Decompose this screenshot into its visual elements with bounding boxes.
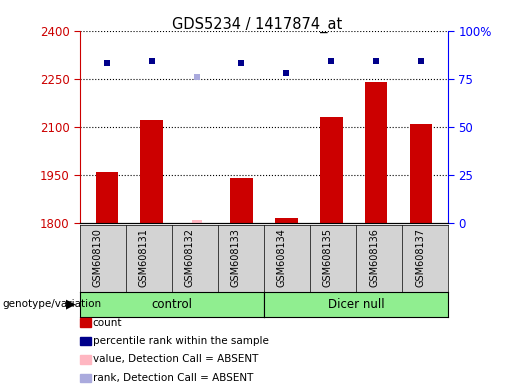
Text: GSM608131: GSM608131 <box>139 228 149 287</box>
Text: count: count <box>93 318 122 328</box>
Text: GSM608132: GSM608132 <box>185 228 195 287</box>
Bar <box>230 178 253 223</box>
Text: GSM608134: GSM608134 <box>277 228 287 287</box>
Bar <box>96 172 118 223</box>
Bar <box>320 117 342 223</box>
Text: genotype/variation: genotype/variation <box>3 299 101 310</box>
Bar <box>141 120 163 223</box>
Bar <box>410 124 432 223</box>
Text: GSM608135: GSM608135 <box>323 228 333 287</box>
Text: GSM608137: GSM608137 <box>415 228 425 287</box>
Text: ▶: ▶ <box>66 298 76 311</box>
Text: rank, Detection Call = ABSENT: rank, Detection Call = ABSENT <box>93 373 253 383</box>
Bar <box>365 82 387 223</box>
Bar <box>192 220 202 223</box>
Text: Dicer null: Dicer null <box>328 298 384 311</box>
Text: GSM608133: GSM608133 <box>231 228 241 287</box>
Text: percentile rank within the sample: percentile rank within the sample <box>93 336 269 346</box>
Bar <box>275 218 298 223</box>
Text: GDS5234 / 1417874_at: GDS5234 / 1417874_at <box>173 17 342 33</box>
Text: GSM608130: GSM608130 <box>93 228 103 287</box>
Text: control: control <box>151 298 193 311</box>
Text: value, Detection Call = ABSENT: value, Detection Call = ABSENT <box>93 354 258 364</box>
Text: GSM608136: GSM608136 <box>369 228 379 287</box>
